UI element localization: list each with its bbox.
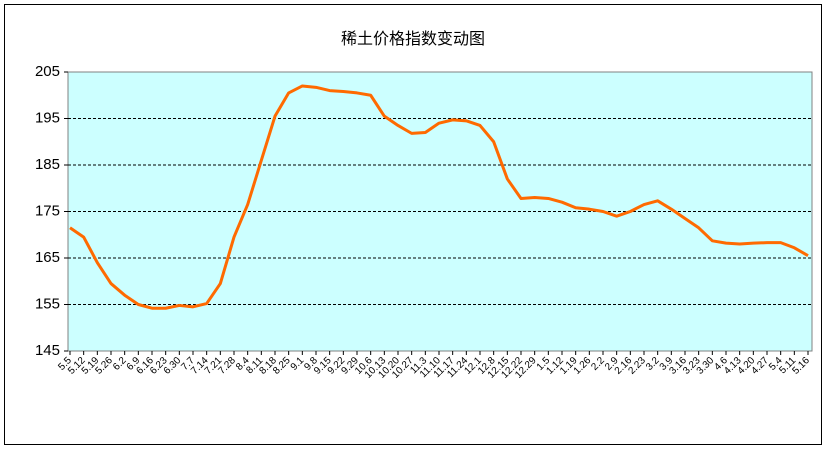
chart-title: 稀土价格指数变动图 — [341, 30, 485, 48]
y-tick-label: 205 — [35, 63, 60, 80]
series-line — [69, 84, 809, 310]
y-tick-label: 165 — [35, 249, 60, 266]
y-tick-label: 185 — [35, 156, 60, 173]
y-tick-label: 155 — [35, 295, 60, 312]
y-tick-label: 175 — [35, 202, 60, 219]
y-tick-label: 145 — [35, 342, 60, 359]
y-tick-label: 195 — [35, 109, 60, 126]
